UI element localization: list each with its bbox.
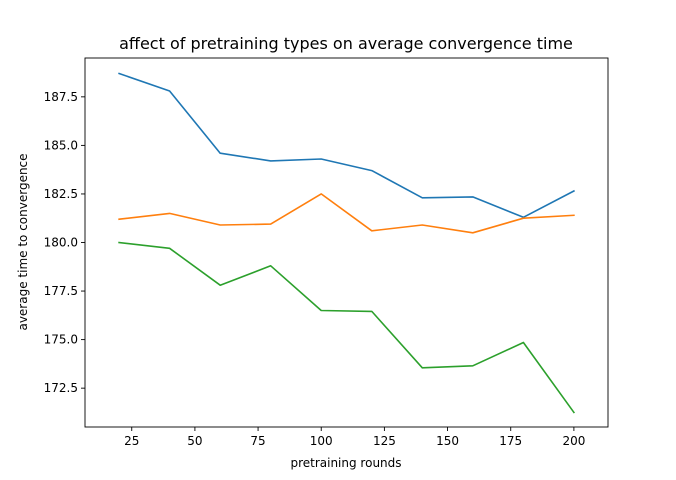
plot-area: 25 50 75 100 125 150 175 200 172.5 175.0 177.5 180.… [44, 57, 609, 448]
y-tick-label: 177.5 [44, 284, 78, 298]
y-axis-label: average time to convergence [16, 153, 30, 330]
y-tick-label: 180.0 [44, 236, 78, 250]
y-tick-label: 172.5 [44, 381, 78, 395]
y-tick-label: 187.5 [44, 90, 78, 104]
x-axis-label: pretraining rounds [290, 456, 401, 470]
x-tick-label: 75 [250, 434, 265, 448]
chart-title: affect of pretraining types on average c… [119, 34, 573, 53]
x-tick-label: 200 [562, 434, 585, 448]
x-tick-label: 125 [373, 434, 396, 448]
x-tick-label: 50 [187, 434, 202, 448]
series-line-1 [118, 72, 575, 219]
x-tick-label: 25 [124, 434, 139, 448]
y-tick-label: 185.0 [44, 138, 78, 152]
series-line-3 [118, 241, 576, 414]
y-tick-label: 182.5 [44, 187, 78, 201]
y-tick-label: 175.0 [44, 333, 78, 347]
x-tick-label: 175 [499, 434, 522, 448]
x-tick-label: 100 [310, 434, 333, 448]
x-tick-label: 150 [436, 434, 459, 448]
series-line-2 [118, 193, 575, 234]
